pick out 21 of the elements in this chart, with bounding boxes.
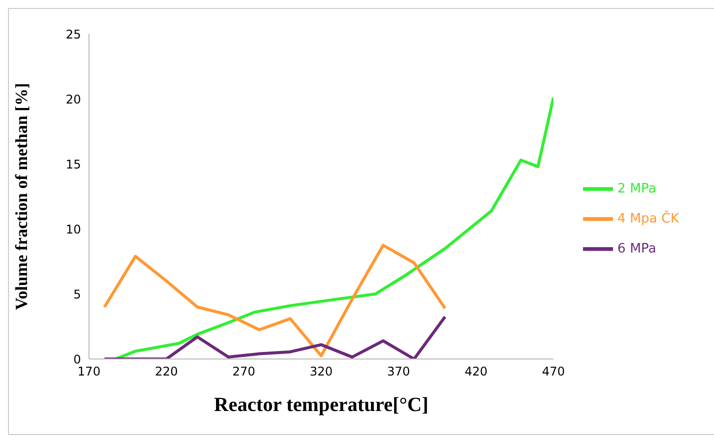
line-series xyxy=(102,244,447,358)
line-series xyxy=(114,96,554,359)
x-tick-label: 170 xyxy=(78,364,100,379)
legend-label: 6 MPa xyxy=(617,242,656,257)
x-tick-label: 370 xyxy=(387,364,410,379)
y-tick-label: 20 xyxy=(66,92,81,106)
y-tick-label: 15 xyxy=(66,157,81,172)
x-axis-title: Reactor temperature[°C] xyxy=(214,394,428,416)
line-series xyxy=(102,315,447,359)
legend-label: 4 Mpa ČK xyxy=(617,212,679,227)
y-tick-label: 0 xyxy=(73,352,81,366)
x-tick-label: 470 xyxy=(542,364,565,379)
x-tick-label: 320 xyxy=(310,364,333,379)
x-tick-label: 420 xyxy=(464,364,488,379)
y-axis-title: Volume fraction of methan [%] xyxy=(12,83,32,310)
y-tick-label: 25 xyxy=(66,27,81,42)
y-tick-label: 10 xyxy=(66,222,81,236)
x-tick-label: 220 xyxy=(154,364,178,379)
y-tick-label: 5 xyxy=(73,287,81,302)
legend-label: 2 MPa xyxy=(617,182,656,197)
x-tick-label: 270 xyxy=(232,364,256,379)
